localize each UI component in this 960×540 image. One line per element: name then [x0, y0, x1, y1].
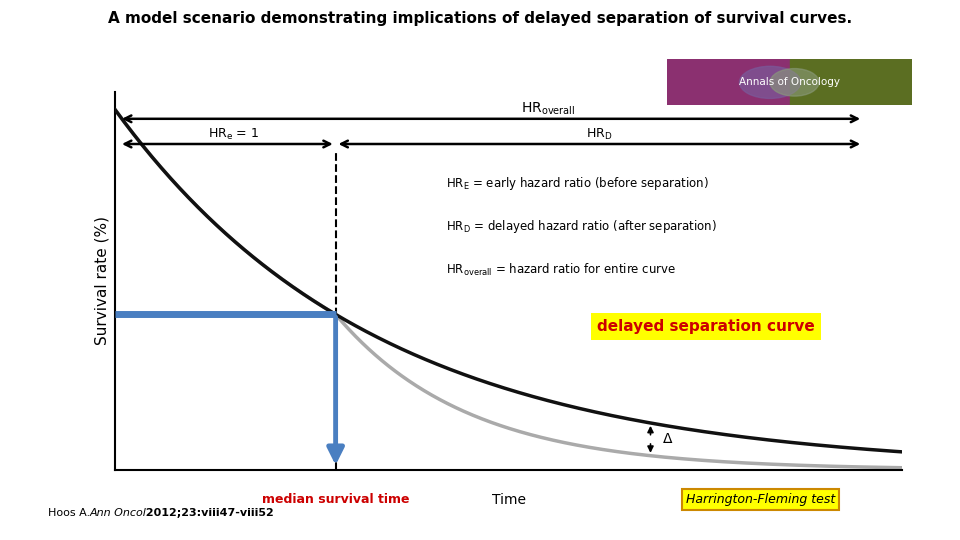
Text: HR$_\mathrm{D}$ = delayed hazard ratio (after separation): HR$_\mathrm{D}$ = delayed hazard ratio (… [445, 218, 717, 235]
Text: Ann Oncol.: Ann Oncol. [89, 508, 150, 518]
Y-axis label: Survival rate (%): Survival rate (%) [95, 217, 109, 345]
Ellipse shape [770, 69, 819, 96]
Text: Harrington-Fleming test: Harrington-Fleming test [686, 493, 835, 506]
Ellipse shape [739, 66, 801, 98]
Text: HR$_{\mathregular{overall}}$: HR$_{\mathregular{overall}}$ [521, 100, 575, 117]
Text: 2012;23:viii47-viii52: 2012;23:viii47-viii52 [142, 508, 274, 518]
Text: Hoos A.: Hoos A. [48, 508, 94, 518]
Text: HR$_\mathrm{overall}$ = hazard ratio for entire curve: HR$_\mathrm{overall}$ = hazard ratio for… [445, 262, 676, 278]
Text: HR$_\mathrm{E}$ = early hazard ratio (before separation): HR$_\mathrm{E}$ = early hazard ratio (be… [445, 175, 708, 192]
Text: A model scenario demonstrating implications of delayed separation of survival cu: A model scenario demonstrating implicati… [108, 11, 852, 26]
Bar [789, 59, 912, 105]
Text: Time: Time [492, 492, 526, 507]
Text: median survival time: median survival time [262, 493, 409, 506]
Bar [667, 59, 789, 105]
Text: $\Delta$: $\Delta$ [662, 433, 674, 447]
Text: delayed separation curve: delayed separation curve [597, 319, 814, 334]
Text: HR$_{\mathregular{e}}$ = 1: HR$_{\mathregular{e}}$ = 1 [207, 127, 259, 142]
Text: HR$_{\mathregular{D}}$: HR$_{\mathregular{D}}$ [587, 127, 612, 142]
Text: Annals of Oncology: Annals of Oncology [739, 77, 840, 87]
